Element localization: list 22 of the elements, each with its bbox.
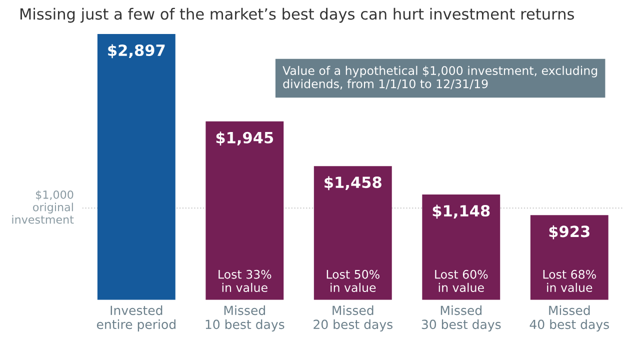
bar [314,166,392,300]
bar [206,121,284,300]
data-label: $1,945 [216,132,274,146]
bar [422,194,500,300]
annotation: Value of a hypothetical $1,000 investment, excluding dividends, from 1/1/10 to 12/31/19 [282,66,598,90]
x-tick-label: Missed 10 best days [206,305,284,332]
data-label: $2,897 [108,44,165,58]
x-tick-label: Missed 40 best days [530,305,609,332]
annotation: Lost 68% in value [543,270,596,292]
x-tick-label: Missed 30 best days [422,305,501,332]
x-tick-label: Missed 20 best days [314,305,392,332]
chart-title: Missing just a few of the market’s best days can hurt investment returns [20,8,574,23]
bar [530,215,608,300]
annotation: Lost 50% in value [326,270,380,292]
data-label: $1,458 [324,176,382,190]
data-label: $923 [549,225,590,240]
annotation: Lost 33% in value [218,270,272,292]
ref-line-label: $1,000 original investment [12,190,74,224]
bar [97,34,176,300]
data-label: $1,148 [432,204,490,219]
x-tick-label: Invested entire period [96,305,176,332]
annotation: Lost 60% in value [435,270,488,292]
